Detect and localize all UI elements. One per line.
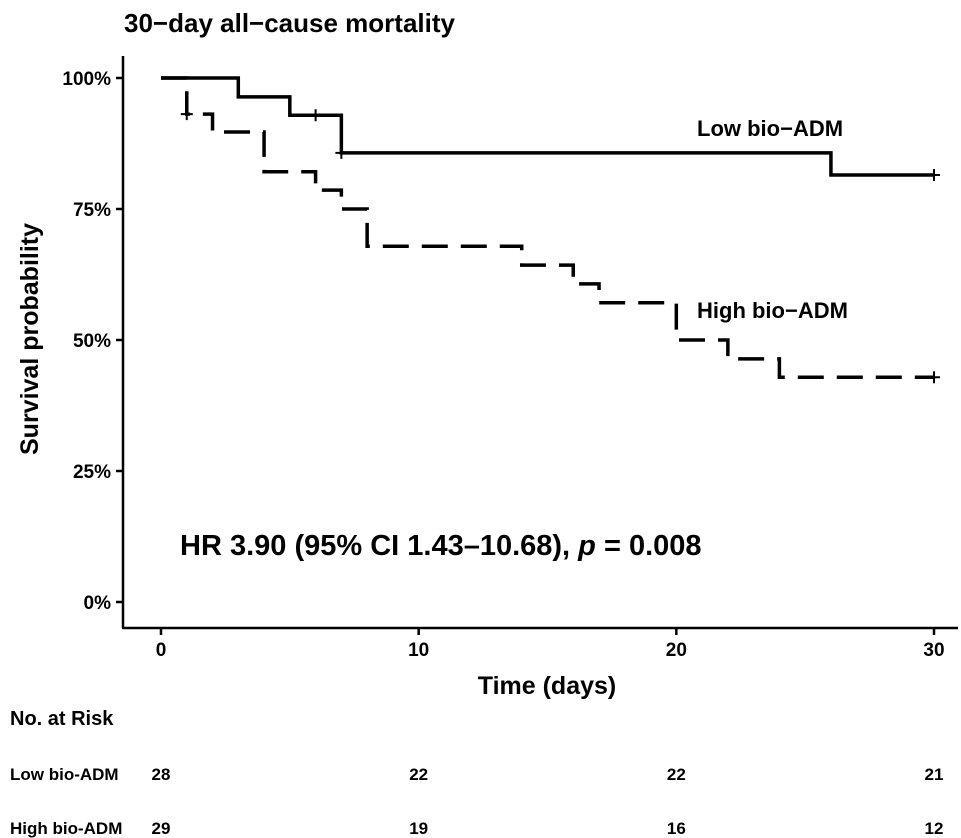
p-value: = 0.008	[596, 530, 702, 562]
y-tick-label: 75%	[73, 200, 111, 221]
y-axis-label: Survival probability	[16, 223, 44, 455]
risk-count: 16	[667, 819, 686, 838]
risk-table-title: No. at Risk	[10, 708, 114, 730]
risk-count: 12	[925, 819, 944, 838]
x-tick-label: 30	[923, 640, 944, 661]
censor-mark	[180, 108, 193, 121]
y-tick-label: 100%	[62, 69, 111, 90]
series-group	[161, 76, 940, 384]
censor-mark	[928, 371, 940, 384]
x-tick-label: 10	[408, 640, 429, 661]
risk-count: 19	[409, 819, 428, 838]
y-axis-ticks: 0% 25% 50% 75% 100%	[62, 69, 123, 614]
risk-count: 29	[152, 819, 171, 838]
y-tick-label: 25%	[73, 462, 111, 483]
survival-curve-high	[161, 76, 934, 379]
p-symbol: p	[577, 530, 596, 562]
x-tick-label: 0	[156, 640, 167, 661]
risk-count: 22	[667, 765, 686, 784]
risk-count: 21	[925, 765, 944, 784]
y-tick-label: 0%	[84, 593, 112, 614]
hr-prefix: HR 3.90 (95% CI 1.43–10.68),	[180, 530, 578, 562]
censor-mark	[335, 146, 348, 159]
series-label-high: High bio−ADM	[697, 298, 848, 323]
risk-row-label: Low bio-ADM	[10, 765, 119, 784]
censor-mark	[309, 109, 322, 122]
censor-mark	[928, 168, 940, 181]
risk-row-label: High bio-ADM	[10, 819, 122, 838]
x-tick-label: 20	[666, 640, 687, 661]
hr-annotation: HR 3.90 (95% CI 1.43–10.68), p = 0.008	[180, 530, 702, 562]
risk-count: 22	[409, 765, 428, 784]
risk-count: 28	[152, 765, 171, 784]
x-axis-label: Time (days)	[478, 672, 616, 700]
risk-table: Low bio-ADM 28 22 22 21 High bio-ADM 29 19 16 12	[10, 765, 943, 838]
series-label-low: Low bio−ADM	[697, 116, 843, 141]
x-axis-ticks: 0 10 20 30	[156, 628, 945, 661]
chart-title: 30−day all−cause mortality	[124, 8, 455, 38]
y-tick-label: 50%	[73, 331, 111, 352]
